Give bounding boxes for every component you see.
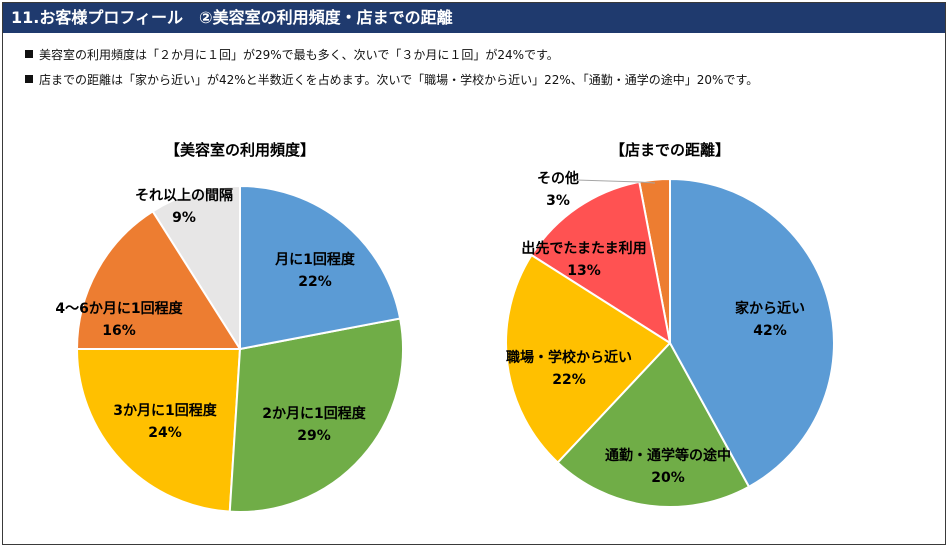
slice-value-label: 24% [148, 425, 182, 441]
bullet-square-icon [25, 75, 33, 83]
slice-label: 4～6か月に1回程度 [55, 300, 183, 317]
bullet-item: 美容室の利用頻度は「２か月に１回」が29%で最も多く、次いで「３か月に１回」が2… [25, 43, 758, 68]
slice-value-label: 16% [102, 323, 136, 339]
slice-value-label: 20% [651, 470, 685, 486]
pie-slice [530, 180, 672, 346]
slice-label: 月に1回程度 [274, 251, 356, 268]
chart-title: 【美容室の利用頻度】 [165, 141, 315, 159]
pie-slice [556, 341, 751, 508]
slice-label: それ以上の間隔 [135, 188, 233, 204]
slide-title: 11.お客様プロフィール ②美容室の利用頻度・店までの距離 [3, 3, 945, 33]
slice-label: 3か月に1回程度 [113, 402, 217, 419]
pie-chart-distance: 【店までの距離】 家から近い 42% 通勤・通学等の途中 20% 職場・学校から近い 22… [504, 141, 835, 508]
slice-value-label: 42% [753, 323, 787, 339]
slice-label: 2か月に1回程度 [262, 405, 366, 422]
summary-bullets: 美容室の利用頻度は「２か月に１回」が29%で最も多く、次いで「３か月に１回」が2… [25, 43, 758, 93]
slice-value-label: 29% [297, 428, 331, 444]
slice-label: その他 [537, 170, 579, 187]
slice-label: 家から近い [735, 300, 805, 317]
pie-slice [75, 348, 242, 513]
leader-line [575, 179, 656, 184]
bullet-text: 店までの距離は「家から近い」が42%と半数近くを占めます。次いで「職場・学校から… [39, 73, 759, 87]
chart-title: 【店までの距離】 [610, 141, 730, 159]
pie-slice [504, 253, 672, 464]
pie-chart-frequency: 【美容室の利用頻度】 月に1回程度 22% 2か月に1回程度 29% 3か月に1回程度 2… [55, 141, 404, 514]
slice-value-label: 22% [552, 372, 586, 388]
bullet-square-icon [25, 50, 33, 58]
pie-slice [151, 184, 241, 353]
slice-label: 出先でたまたま利用 [521, 240, 646, 257]
slice-value-label: 13% [567, 263, 601, 279]
bullet-item: 店までの距離は「家から近い」が42%と半数近くを占めます。次いで「職場・学校から… [25, 68, 758, 93]
bullet-text: 美容室の利用頻度は「２か月に１回」が29%で最も多く、次いで「３か月に１回」が2… [39, 48, 559, 62]
slice-value-label: 22% [298, 274, 332, 290]
pie-slice [669, 177, 835, 489]
pie-slice [228, 317, 404, 514]
slice-label: 職場・学校から近い [506, 349, 632, 366]
pie-slice [75, 209, 242, 350]
slice-value-label: 3% [546, 193, 570, 209]
slice-label: 通勤・通学等の途中 [605, 447, 731, 464]
pie-slice [239, 184, 402, 351]
slice-value-label: 9% [172, 210, 196, 226]
